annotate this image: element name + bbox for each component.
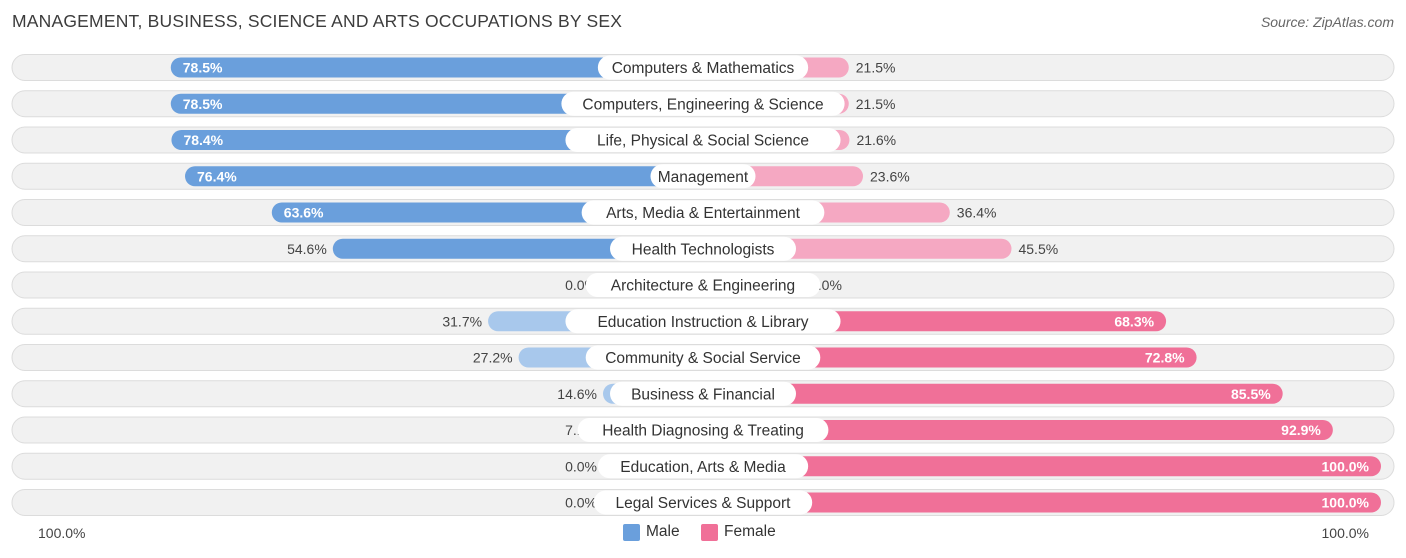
male-bar [170, 57, 703, 78]
male-value-label: 31.7% [442, 313, 482, 329]
category-pill [585, 345, 821, 370]
female-value-label: 100.0% [1322, 495, 1370, 511]
male-value-label: 78.5% [183, 60, 223, 76]
female-value-label: 36.4% [957, 205, 997, 221]
female-value-label: 21.5% [856, 60, 896, 76]
axis-right-label: 100.0% [1321, 525, 1369, 541]
chart-title: MANAGEMENT, BUSINESS, SCIENCE AND ARTS O… [12, 11, 623, 31]
male-value-label: 63.6% [284, 205, 324, 221]
category-label: Architecture & Engineering [611, 278, 795, 295]
female-value-label: 21.5% [856, 96, 896, 112]
category-label: Computers, Engineering & Science [582, 96, 823, 113]
category-label: Community & Social Service [605, 350, 801, 367]
category-pill [610, 381, 796, 406]
legend-female-swatch [701, 523, 718, 541]
female-value-label: 92.9% [1281, 422, 1321, 438]
male-value-label: 76.4% [197, 168, 237, 184]
male-value-label: 14.6% [557, 386, 597, 402]
source-label: Source: ZipAtlas.com [1260, 14, 1394, 30]
category-label: Legal Services & Support [616, 495, 792, 512]
category-label: Computers & Mathematics [612, 60, 795, 77]
legend-female-label: Female [724, 523, 776, 540]
legend-male-label: Male [646, 523, 680, 540]
axis-left-label: 100.0% [38, 525, 86, 541]
female-value-label: 100.0% [1322, 458, 1370, 474]
male-value-label: 0.0% [565, 458, 597, 474]
female-bar [703, 347, 1197, 368]
female-bar [703, 420, 1333, 440]
category-label: Management [658, 169, 749, 186]
category-label: Business & Financial [631, 386, 775, 403]
category-pill [577, 418, 829, 442]
category-label: Education, Arts & Media [620, 459, 786, 476]
female-value-label: 45.5% [1018, 241, 1058, 257]
diverging-bar-chart: 78.5% 21.5% Computers & Mathematics 78.5% 21… [11, 54, 1395, 516]
category-pill [650, 164, 756, 189]
female-value-label: 68.3% [1114, 313, 1154, 329]
male-value-label: 27.2% [473, 350, 513, 366]
legend-male-swatch [623, 523, 640, 541]
category-label: Health Technologists [632, 241, 775, 258]
category-pill [597, 55, 809, 80]
legend-female: Female [701, 523, 776, 541]
category-pill [593, 490, 813, 515]
category-pill [585, 273, 821, 297]
category-label: Education Instruction & Library [597, 314, 808, 331]
male-value-label: 0.0% [565, 495, 597, 511]
category-pill [561, 91, 845, 116]
category-label: Life, Physical & Social Science [597, 133, 809, 150]
female-bar [703, 492, 1381, 513]
male-value-label: 54.6% [287, 241, 327, 257]
category-pill [581, 200, 825, 225]
category-pill [565, 309, 841, 334]
female-value-label: 21.6% [856, 132, 896, 148]
category-pill [610, 236, 796, 261]
male-bar [332, 238, 703, 259]
category-pill [565, 128, 841, 152]
female-value-label: 23.6% [870, 168, 910, 184]
female-bar [703, 383, 1283, 404]
legend-male: Male [623, 523, 680, 541]
female-value-label: 72.8% [1145, 350, 1185, 366]
male-value-label: 78.4% [183, 132, 223, 148]
female-value-label: 85.5% [1231, 386, 1271, 402]
male-bar [185, 166, 703, 187]
legend: Male Female [0, 523, 1406, 545]
category-label: Health Diagnosing & Treating [602, 423, 804, 440]
female-bar [703, 456, 1381, 477]
male-value-label: 78.5% [183, 96, 223, 112]
category-label: Arts, Media & Entertainment [606, 205, 801, 222]
category-pill [597, 454, 809, 479]
